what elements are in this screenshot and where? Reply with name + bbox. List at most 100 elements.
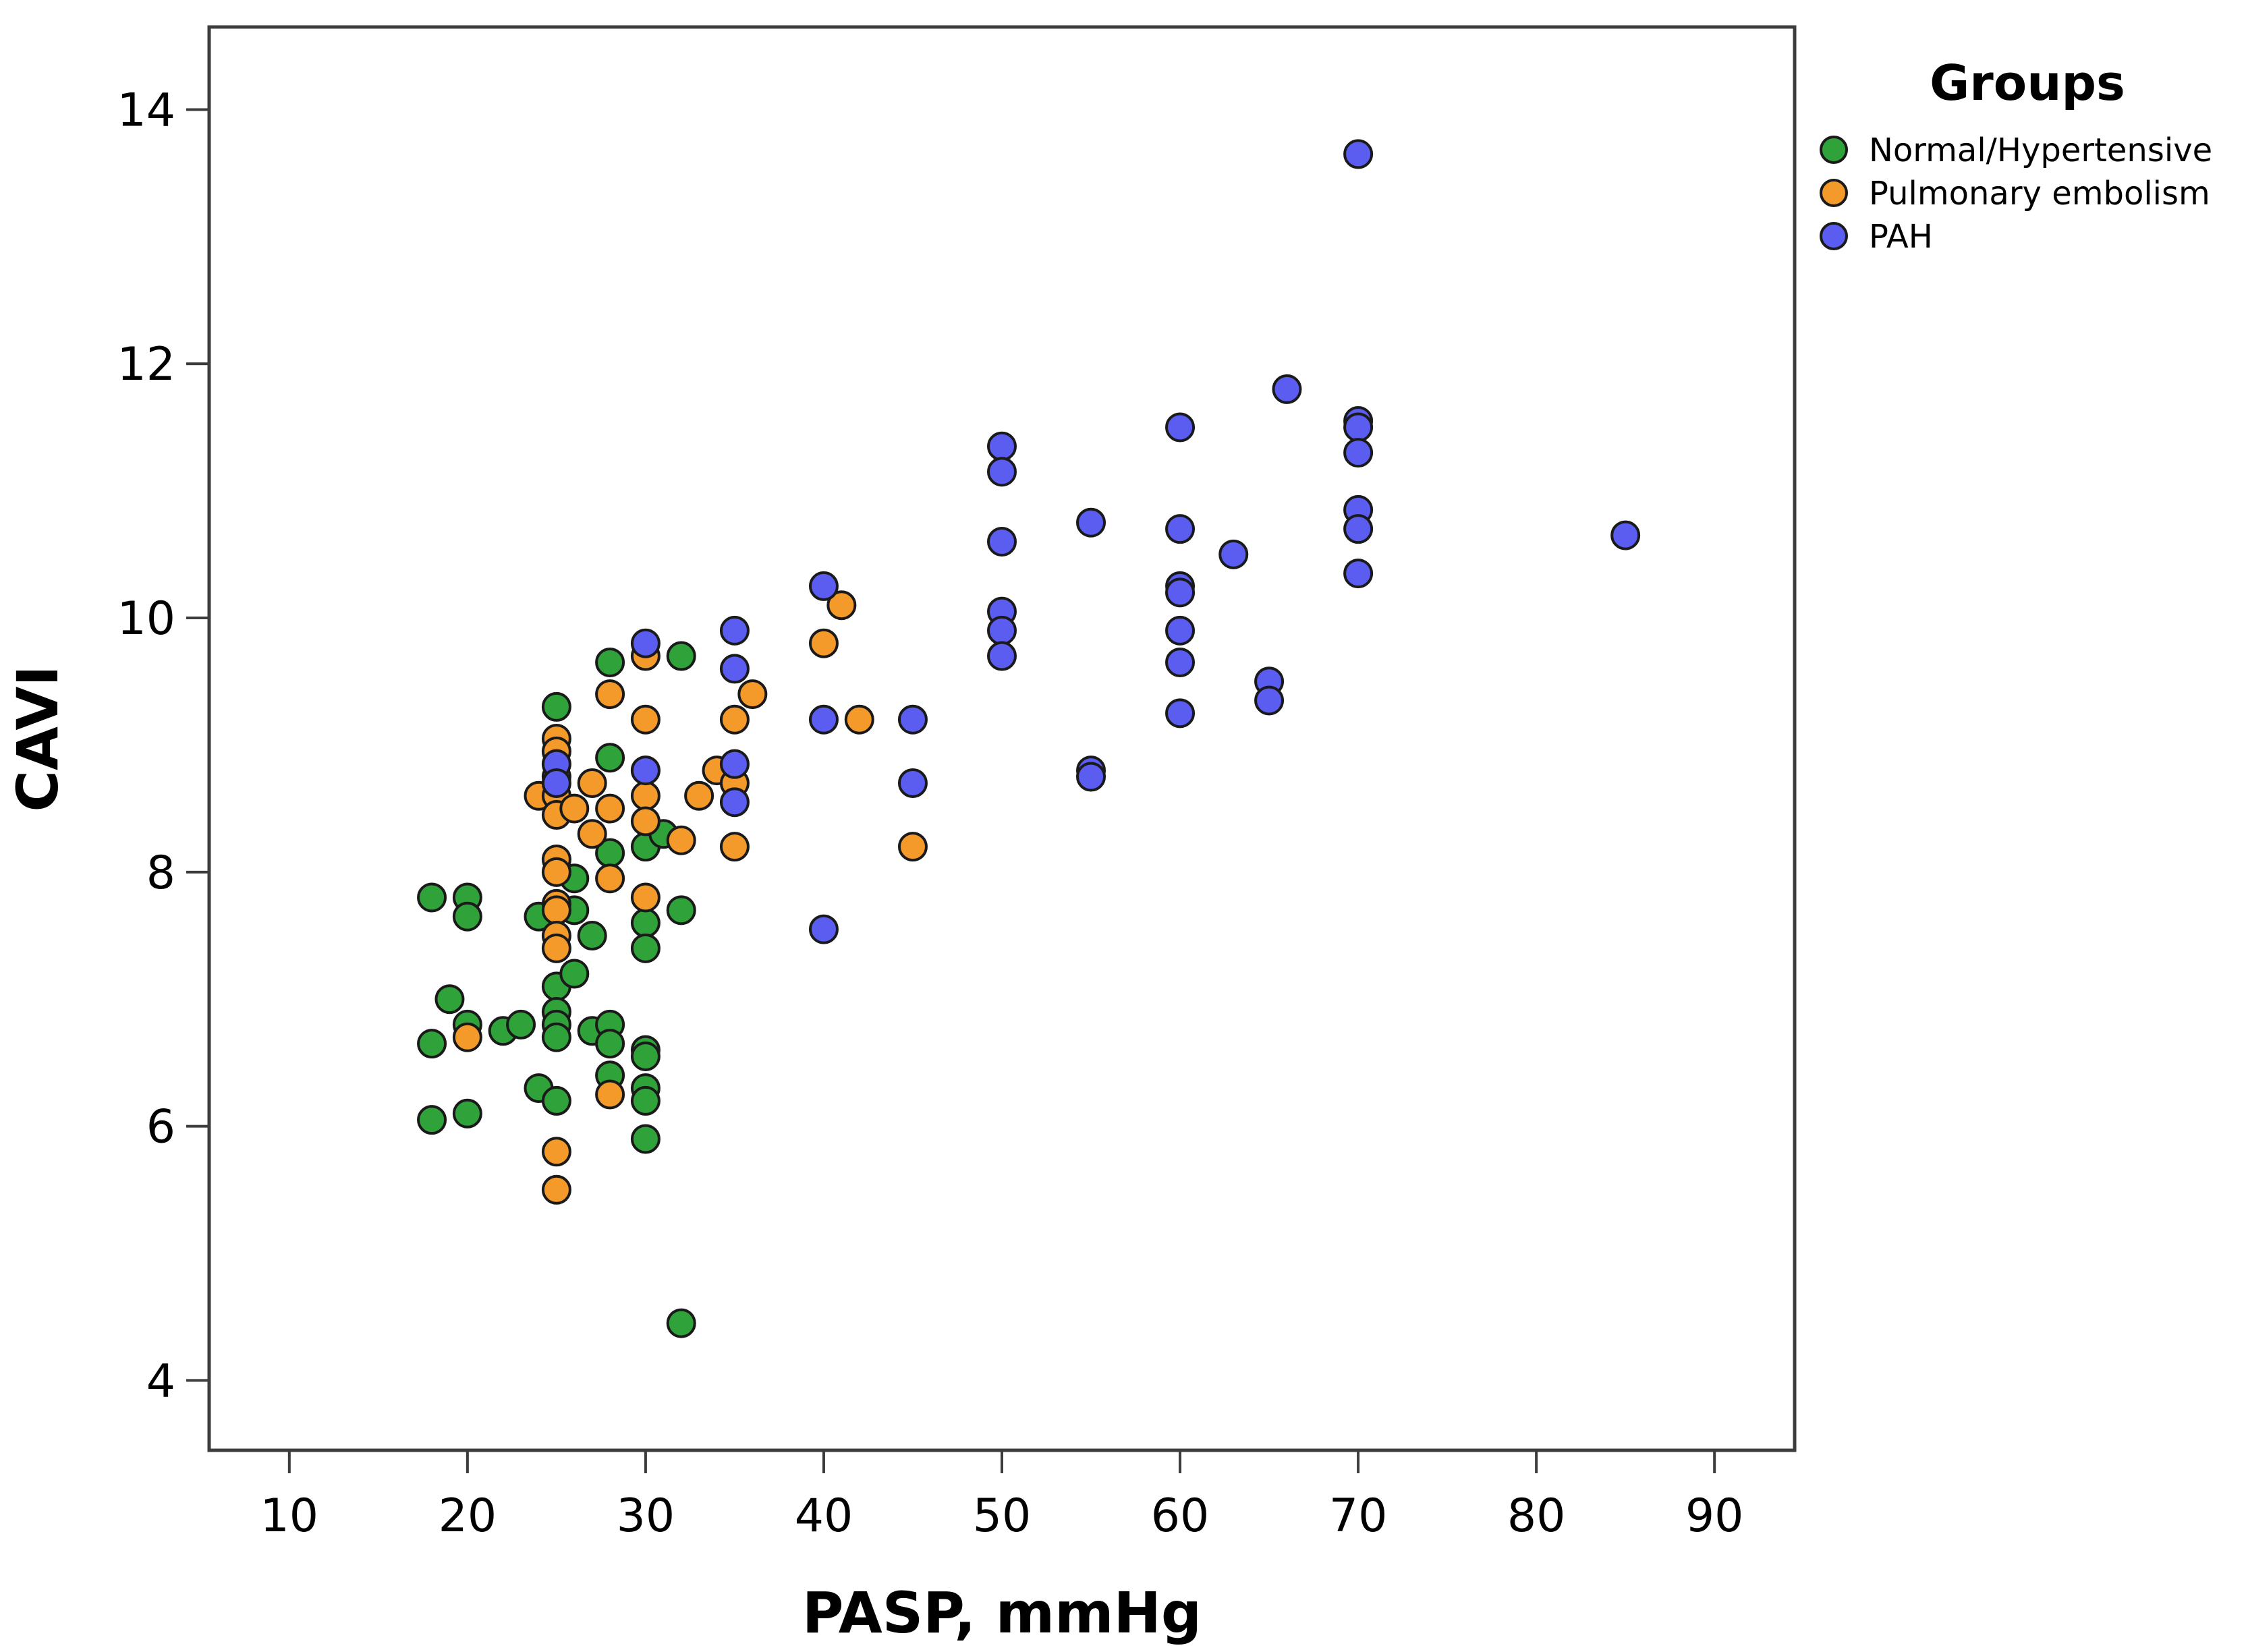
data-point-pah xyxy=(1165,698,1196,729)
data-point-pah xyxy=(1165,514,1196,544)
data-point-pulmonary-embolism xyxy=(577,768,607,798)
data-point-pulmonary-embolism xyxy=(541,1174,571,1205)
data-point-pah xyxy=(1076,507,1106,538)
legend-marker xyxy=(1820,222,1848,250)
legend-marker xyxy=(1820,136,1848,164)
data-point-normal-hypertensive xyxy=(666,895,696,925)
data-point-normal-hypertensive xyxy=(506,1009,536,1039)
data-point-pah xyxy=(1343,559,1374,589)
legend-label: Pulmonary embolism xyxy=(1869,175,2210,212)
y-axis-title: CAVI xyxy=(5,665,71,811)
data-point-normal-hypertensive xyxy=(630,1041,661,1071)
data-point-pah xyxy=(1343,514,1374,544)
data-point-normal-hypertensive xyxy=(595,1029,625,1059)
data-point-pulmonary-embolism xyxy=(577,819,607,849)
y-tick-label: 6 xyxy=(146,1101,175,1154)
data-point-pah xyxy=(719,654,750,684)
data-point-pah xyxy=(1165,412,1196,443)
legend-label: Normal/Hypertensive xyxy=(1869,132,2212,169)
y-tick-label: 8 xyxy=(146,847,175,900)
data-point-normal-hypertensive xyxy=(630,1124,661,1154)
data-point-normal-hypertensive xyxy=(666,1308,696,1338)
data-point-normal-hypertensive xyxy=(452,1098,482,1129)
x-tick-label: 20 xyxy=(439,1489,497,1543)
data-point-pah xyxy=(987,641,1017,671)
data-point-normal-hypertensive xyxy=(595,743,625,773)
x-tick-label: 80 xyxy=(1507,1489,1566,1543)
data-point-normal-hypertensive xyxy=(541,1085,571,1116)
data-point-pulmonary-embolism xyxy=(452,1022,482,1052)
x-axis-title: PASP, mmHg xyxy=(802,1580,1202,1646)
data-point-pah xyxy=(719,787,750,818)
data-point-pulmonary-embolism xyxy=(595,1079,625,1110)
data-point-pah xyxy=(630,756,661,786)
data-point-pulmonary-embolism xyxy=(666,825,696,855)
legend-title: Groups xyxy=(1930,55,2125,111)
x-tick-label: 10 xyxy=(260,1489,319,1543)
data-point-pulmonary-embolism xyxy=(541,857,571,887)
legend-label: PAH xyxy=(1869,218,1933,256)
data-point-pah xyxy=(1272,374,1302,404)
data-point-pah xyxy=(987,615,1017,646)
data-point-pah xyxy=(1165,647,1196,677)
axes-layer: 10 20 30 40 50 60 70 80 90 4 6 8 10 12 14 xyxy=(117,84,1743,1543)
data-point-pulmonary-embolism xyxy=(897,832,928,862)
data-point-pah xyxy=(808,704,839,735)
data-point-normal-hypertensive xyxy=(541,1022,571,1052)
data-point-pulmonary-embolism xyxy=(630,780,661,811)
x-tick-label: 30 xyxy=(617,1489,675,1543)
data-point-normal-hypertensive xyxy=(666,641,696,671)
data-point-pah xyxy=(987,526,1017,557)
data-point-normal-hypertensive xyxy=(434,984,465,1015)
data-point-pah xyxy=(719,615,750,646)
data-point-pulmonary-embolism xyxy=(826,590,857,621)
data-point-pah xyxy=(1165,577,1196,608)
data-point-pah xyxy=(1254,685,1285,716)
data-point-pah xyxy=(630,628,661,658)
data-point-normal-hypertensive xyxy=(417,1105,447,1135)
data-point-pulmonary-embolism xyxy=(595,863,625,894)
y-tick-label: 4 xyxy=(146,1355,175,1408)
data-point-normal-hypertensive xyxy=(417,882,447,913)
data-point-normal-hypertensive xyxy=(630,933,661,963)
y-tick-label: 14 xyxy=(117,84,175,137)
data-point-pulmonary-embolism xyxy=(541,895,571,925)
data-point-normal-hypertensive xyxy=(541,691,571,722)
data-point-pulmonary-embolism xyxy=(719,832,750,862)
data-point-pah xyxy=(1343,412,1374,443)
data-point-pulmonary-embolism xyxy=(630,882,661,913)
data-point-pah xyxy=(1610,520,1641,550)
y-tick-label: 12 xyxy=(117,338,175,391)
data-point-pah xyxy=(1343,139,1374,169)
data-point-pulmonary-embolism xyxy=(844,704,874,735)
data-point-pah xyxy=(719,749,750,779)
x-tick-label: 90 xyxy=(1685,1489,1744,1543)
data-point-pah xyxy=(1165,615,1196,646)
x-tick-label: 60 xyxy=(1151,1489,1210,1543)
data-point-pah xyxy=(808,571,839,601)
data-point-pulmonary-embolism xyxy=(595,679,625,710)
data-point-pah xyxy=(808,914,839,944)
x-tick-label: 70 xyxy=(1329,1489,1388,1543)
data-point-pulmonary-embolism xyxy=(808,628,839,658)
data-point-pulmonary-embolism xyxy=(559,793,590,824)
data-point-normal-hypertensive xyxy=(630,908,661,938)
plot-frame xyxy=(207,25,1797,1452)
data-point-pah xyxy=(1218,539,1249,569)
data-point-normal-hypertensive xyxy=(452,901,482,932)
data-point-pulmonary-embolism xyxy=(719,704,750,735)
data-point-pulmonary-embolism xyxy=(737,679,768,710)
legend: Groups Normal/Hypertensive Pulmonary embo… xyxy=(1820,55,2212,256)
legend-marker xyxy=(1820,179,1848,207)
data-point-pah xyxy=(987,431,1017,461)
x-tick-label: 50 xyxy=(973,1489,1032,1543)
legend-items: Normal/Hypertensive Pulmonary embolism PAH xyxy=(1820,132,2212,256)
data-point-pulmonary-embolism xyxy=(630,704,661,735)
y-tick-label: 10 xyxy=(117,592,175,646)
data-point-pulmonary-embolism xyxy=(541,1137,571,1167)
data-point-normal-hypertensive xyxy=(417,1029,447,1059)
data-point-pah xyxy=(1343,438,1374,468)
